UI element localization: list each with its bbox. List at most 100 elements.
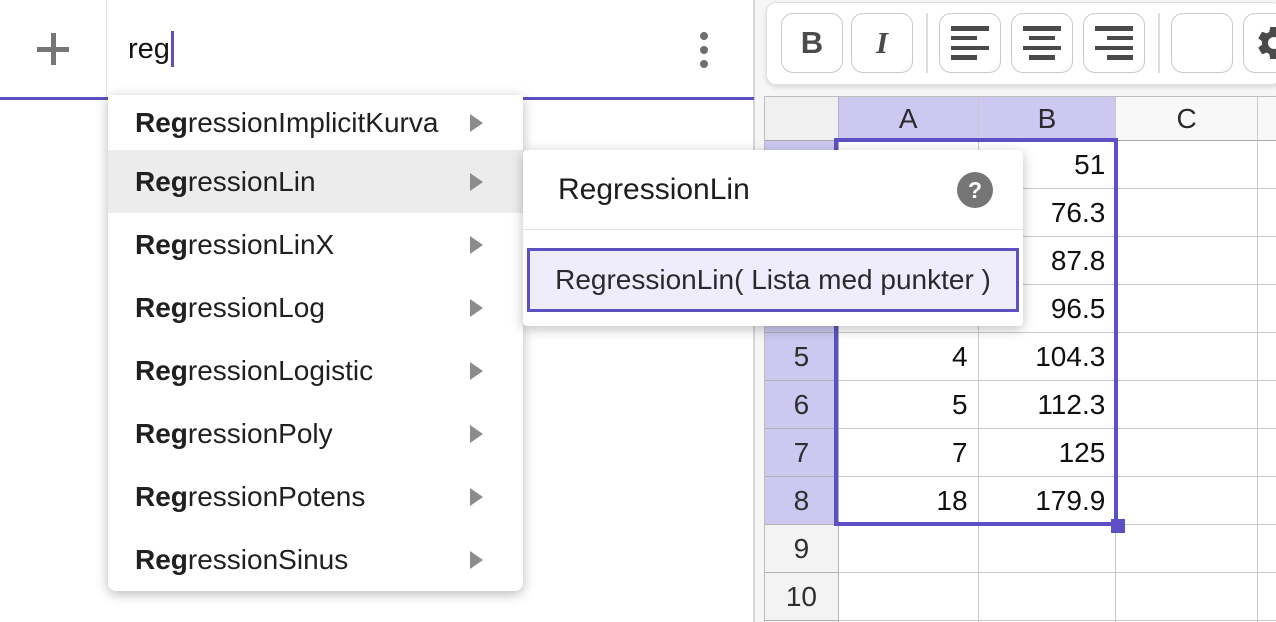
kebab-menu-icon	[700, 32, 708, 40]
gear-icon	[1258, 27, 1276, 60]
column-header-B[interactable]: B	[978, 97, 1117, 141]
row-header-7[interactable]: 7	[765, 429, 839, 477]
cell-A6[interactable]: 5	[838, 381, 979, 429]
cell-D9-clipped[interactable]	[1258, 525, 1276, 573]
cell-B5[interactable]: 104.3	[978, 333, 1117, 381]
autocomplete-item-regressionpotens[interactable]: Reg ressionPotens	[108, 465, 523, 528]
add-input-button[interactable]	[0, 0, 107, 98]
cell-A5[interactable]: 4	[838, 333, 979, 381]
cell-C8[interactable]	[1116, 477, 1259, 525]
autocomplete-dropdown: Reg ressionImplicitKurva Reg ressionLin Re…	[108, 95, 523, 591]
cell-A7[interactable]: 7	[838, 429, 979, 477]
cell-D6-clipped[interactable]	[1258, 381, 1276, 429]
bold-button[interactable]: B	[781, 13, 843, 73]
help-icon[interactable]: ?	[957, 172, 993, 208]
autocomplete-item-regressionlin[interactable]: Reg ressionLin	[108, 150, 523, 213]
autocomplete-item-regressionlogistic[interactable]: Reg ressionLogistic	[108, 339, 523, 402]
cell-C2[interactable]	[1116, 189, 1259, 237]
column-header-C[interactable]: C	[1116, 97, 1259, 141]
column-header-A[interactable]: A	[838, 97, 979, 141]
table-row: 10	[765, 573, 1276, 621]
cell-D5-clipped[interactable]	[1258, 333, 1276, 381]
match-prefix: Reg	[135, 228, 188, 260]
submenu-arrow-icon	[470, 298, 483, 317]
table-row: 6 5 112.3	[765, 381, 1276, 429]
cell-D8-clipped[interactable]	[1258, 477, 1276, 525]
italic-button[interactable]: I	[851, 13, 913, 73]
cell-C4[interactable]	[1116, 285, 1259, 333]
autocomplete-item-regressionsinus[interactable]: Reg ressionSinus	[108, 528, 523, 591]
row-header-6[interactable]: 6	[765, 381, 839, 429]
table-row: 5 4 104.3	[765, 333, 1276, 381]
row-header-9[interactable]: 9	[765, 525, 839, 573]
selection-fill-handle[interactable]	[1111, 519, 1125, 533]
align-center-button[interactable]	[1011, 13, 1073, 73]
align-left-button[interactable]	[939, 13, 1001, 73]
align-right-button[interactable]	[1083, 13, 1145, 73]
align-left-icon	[951, 26, 989, 60]
match-prefix: Reg	[135, 291, 188, 323]
item-label: ressionPotens	[187, 480, 366, 512]
autocomplete-item-regressionimplicitkurva[interactable]: Reg ressionImplicitKurva	[108, 95, 523, 150]
bold-label: B	[800, 25, 824, 60]
color-swatch-button[interactable]	[1171, 13, 1233, 73]
settings-button[interactable]	[1243, 13, 1276, 73]
algebra-input[interactable]: reg	[108, 0, 668, 98]
column-header-D-clipped[interactable]	[1258, 97, 1276, 141]
match-prefix: Reg	[135, 543, 188, 575]
spreadsheet-grid: A B C 1 51 2 76.3 3 8	[764, 96, 1276, 622]
input-options-button[interactable]	[684, 18, 724, 82]
command-syntax-label: RegressionLin( Lista med punkter )	[555, 264, 991, 295]
autocomplete-item-regressionlog[interactable]: Reg ressionLog	[108, 276, 523, 339]
submenu-arrow-icon	[470, 361, 483, 380]
item-label: ressionLinX	[187, 228, 335, 260]
cell-A8[interactable]: 18	[838, 477, 979, 525]
cell-B9[interactable]	[978, 525, 1117, 573]
column-header-row: A B C	[765, 97, 1276, 141]
command-syntax-option[interactable]: RegressionLin( Lista med punkter )	[527, 248, 1019, 312]
cell-C10[interactable]	[1116, 573, 1259, 621]
autocomplete-item-regressionpoly[interactable]: Reg ressionPoly	[108, 402, 523, 465]
spreadsheet-style-toolbar: B I	[766, 2, 1276, 85]
submenu-arrow-icon	[470, 113, 483, 132]
match-prefix: Reg	[135, 354, 188, 386]
item-label: ressionLogistic	[187, 354, 374, 386]
match-prefix: Reg	[135, 165, 188, 197]
command-syntax-popup: RegressionLin ? RegressionLin( Lista med…	[523, 150, 1023, 326]
cell-C9[interactable]	[1116, 525, 1259, 573]
cell-A9[interactable]	[838, 525, 979, 573]
cell-D2-clipped[interactable]	[1258, 189, 1276, 237]
command-title-row: RegressionLin ?	[523, 150, 1023, 230]
cell-C3[interactable]	[1116, 237, 1259, 285]
text-caret	[170, 31, 174, 67]
table-row: 9	[765, 525, 1276, 573]
row-header-8[interactable]: 8	[765, 477, 839, 525]
submenu-arrow-icon	[470, 550, 483, 569]
cell-B7[interactable]: 125	[978, 429, 1117, 477]
cell-B10[interactable]	[978, 573, 1117, 621]
cell-C5[interactable]	[1116, 333, 1259, 381]
cell-D1-clipped[interactable]	[1258, 141, 1276, 189]
command-title: RegressionLin	[558, 172, 750, 206]
submenu-arrow-icon	[470, 487, 483, 506]
toolbar-separator	[1158, 13, 1160, 73]
row-header-10[interactable]: 10	[765, 573, 839, 621]
cell-B6[interactable]: 112.3	[978, 381, 1117, 429]
item-label: ressionPoly	[187, 417, 333, 449]
cell-C6[interactable]	[1116, 381, 1259, 429]
select-all-corner[interactable]	[765, 97, 839, 141]
cell-B8[interactable]: 179.9	[978, 477, 1117, 525]
cell-C7[interactable]	[1116, 429, 1259, 477]
row-header-5[interactable]: 5	[765, 333, 839, 381]
cell-D7-clipped[interactable]	[1258, 429, 1276, 477]
autocomplete-item-regressionlinx[interactable]: Reg ressionLinX	[108, 213, 523, 276]
cell-A10[interactable]	[838, 573, 979, 621]
cell-D10-clipped[interactable]	[1258, 573, 1276, 621]
submenu-arrow-icon	[470, 235, 483, 254]
cell-D4-clipped[interactable]	[1258, 285, 1276, 333]
table-row: 8 18 179.9	[765, 477, 1276, 525]
match-prefix: Reg	[135, 417, 188, 449]
cell-C1[interactable]	[1116, 141, 1259, 189]
cell-D3-clipped[interactable]	[1258, 237, 1276, 285]
kebab-menu-icon	[700, 46, 708, 54]
